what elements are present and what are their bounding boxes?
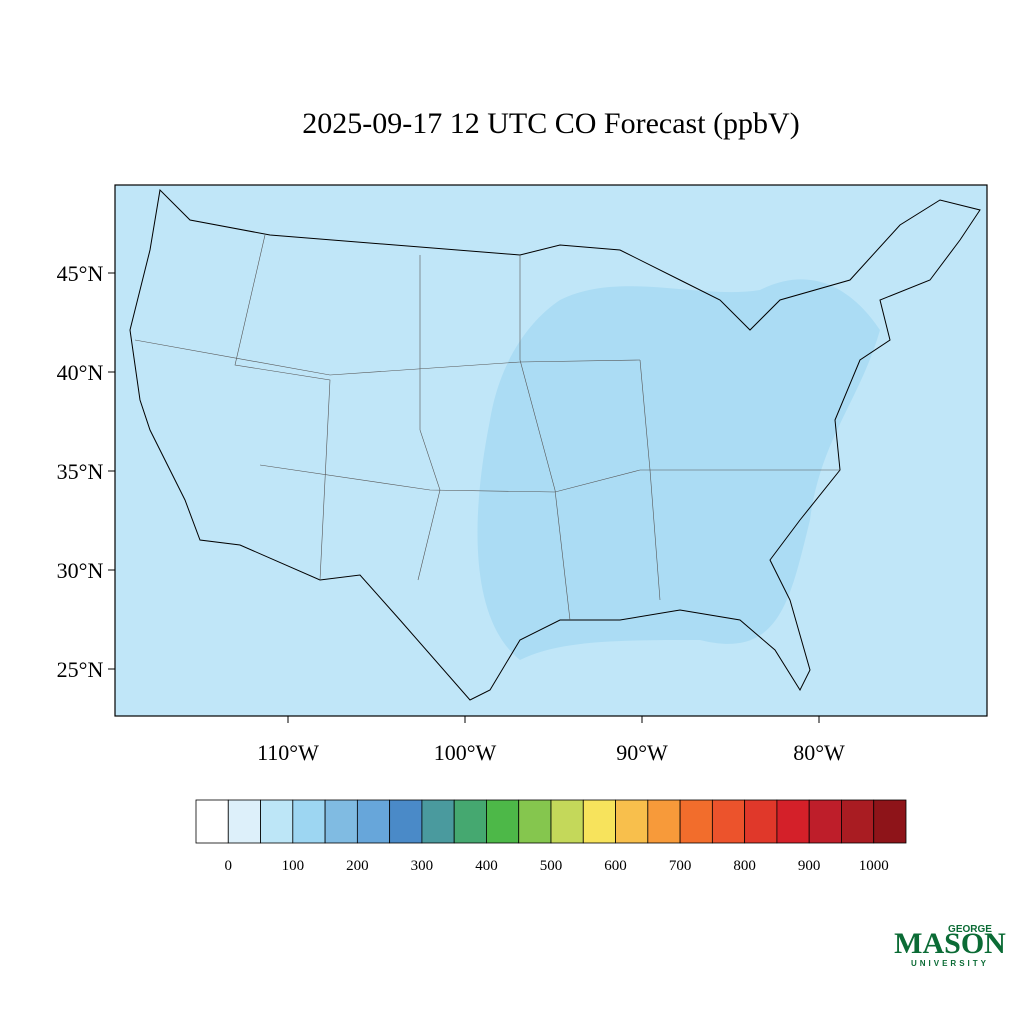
colorbar-box	[679, 799, 713, 844]
lat-label: 30°N	[57, 558, 104, 583]
colorbar-box	[421, 799, 455, 844]
map-border	[114, 184, 988, 717]
lon-label: 80°W	[793, 740, 845, 765]
logo-main: MASON	[894, 927, 1006, 960]
colorbar-label: 100	[282, 858, 305, 874]
lat-label: 25°N	[57, 657, 104, 682]
colorbar-box	[453, 799, 487, 844]
lon-label: 90°W	[616, 740, 668, 765]
lon-label: 100°W	[434, 740, 497, 765]
colorbar-box	[324, 799, 358, 844]
colorbar-label: 500	[540, 858, 563, 874]
colorbar-label: 200	[346, 858, 369, 874]
logo-top: GEORGE	[948, 924, 992, 935]
colorbar-box	[227, 799, 261, 844]
colorbar-box	[260, 799, 294, 844]
colorbar-box	[550, 799, 584, 844]
colorbar-box	[615, 799, 649, 844]
colorbar-label: 1000	[859, 858, 889, 874]
colorbar-label: 600	[604, 858, 627, 874]
colorbar-label: 700	[669, 858, 692, 874]
colorbar-box	[873, 799, 907, 844]
colorbar-box	[841, 799, 875, 844]
colorbar-box	[647, 799, 681, 844]
colorbar-label: 900	[798, 858, 821, 874]
colorbar-box	[356, 799, 391, 844]
colorbar-label: 400	[475, 858, 498, 874]
lon-label: 110°W	[257, 740, 319, 765]
colorbar-box	[582, 799, 616, 844]
co-field	[477, 279, 880, 660]
colorbar-box	[808, 799, 842, 844]
colorbar-box	[292, 799, 326, 844]
title: 2025-09-17 12 UTC CO Forecast (ppbV)	[302, 107, 799, 140]
colorbar-box	[744, 799, 778, 844]
colorbar-box	[711, 799, 746, 844]
colorbar-box	[195, 799, 229, 844]
lat-label: 40°N	[57, 360, 104, 385]
colorbar-label: 0	[225, 858, 233, 874]
colorbar-label: 800	[733, 858, 756, 874]
colorbar-box	[389, 799, 423, 844]
colorbar-box	[518, 799, 552, 844]
logo: GEORGE MASON UNIVERSITY	[894, 924, 1006, 968]
lat-label: 35°N	[57, 459, 104, 484]
colorbar-label: 300	[411, 858, 434, 874]
lat-label: 45°N	[57, 261, 104, 286]
colorbar-box	[486, 799, 520, 844]
state-lines	[134, 234, 840, 621]
logo-bottom: UNIVERSITY	[911, 959, 989, 968]
colorbar-box	[776, 799, 810, 844]
country-outline	[129, 188, 981, 701]
